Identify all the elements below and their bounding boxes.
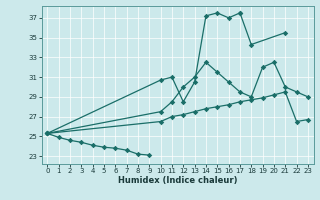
X-axis label: Humidex (Indice chaleur): Humidex (Indice chaleur)	[118, 176, 237, 185]
